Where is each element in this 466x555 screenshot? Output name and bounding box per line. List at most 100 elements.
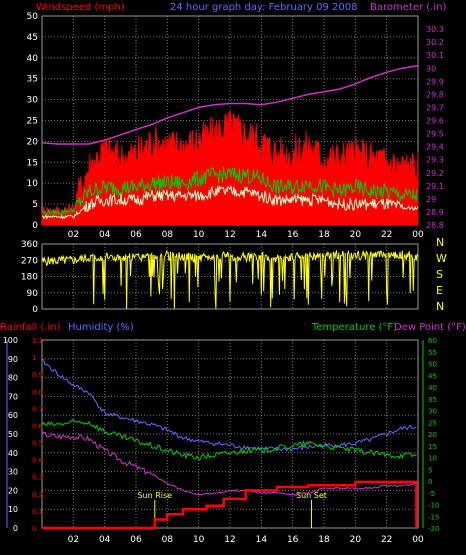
rain-tick-label: 0.4 — [32, 457, 44, 465]
x-tick-label: 10 — [193, 535, 205, 545]
x-tick-label: 22 — [381, 535, 392, 545]
y2-tick-label: 29.4 — [426, 143, 444, 152]
wind-barometer-panel: 0 5 10 15 20 25 30 35 40 45 50 28.8 28.9 29 29.1 29.2 29… — [27, 12, 444, 240]
y2-tick-label: 29.2 — [426, 169, 444, 178]
x-tick-label: 00 — [412, 535, 424, 545]
temp-tick-label: -5 — [428, 490, 435, 498]
y-tick-label: 360 — [21, 240, 38, 250]
x-tick-label: 14 — [256, 535, 268, 545]
temp-tick-label: 60 — [428, 337, 437, 345]
rainfall-label: Rainfall (.in) — [0, 322, 61, 333]
rain-tick-label: 1 — [32, 354, 36, 362]
x-tick-label: 08 — [162, 535, 174, 545]
y2-tick-label: 29.7 — [426, 103, 444, 112]
humidity-tick-label: 40 — [8, 449, 18, 458]
y-tick-label: 5 — [32, 200, 38, 210]
y-tick-label: 15 — [27, 158, 38, 168]
series-rainfall — [42, 480, 418, 530]
y-tick-label: 45 — [27, 33, 38, 43]
x-tick-label: 02 — [68, 535, 79, 545]
temp-tick-label: 40 — [428, 384, 437, 392]
rain-tick-label: 0.6 — [32, 422, 44, 430]
y-tick-label: 10 — [27, 179, 39, 189]
y-tick-label: 50 — [27, 12, 39, 22]
y-tick-label: 35 — [27, 75, 38, 85]
humidity-tick-label: 70 — [8, 392, 18, 401]
rain-humidity-temperature-panel: 010203040506070809010000.10.20.30.40.50.… — [3, 336, 440, 545]
y2-tick-label: 30 — [426, 64, 436, 73]
humidity-tick-label: 100 — [3, 336, 18, 345]
temp-tick-label: 35 — [428, 396, 437, 404]
humidity-tick-label: 20 — [8, 486, 18, 495]
date-label: 24 hour graph day: February 09 2008 — [170, 2, 358, 13]
y2-tick-label: 29 — [426, 195, 436, 204]
x-tick-label: 06 — [130, 535, 142, 545]
temp-tick-label: 45 — [428, 372, 437, 380]
temp-tick-label: 20 — [428, 431, 437, 439]
series-humidity — [41, 358, 417, 452]
series-dew-point — [41, 431, 417, 497]
humidity-tick-label: 30 — [8, 468, 18, 477]
x-tick-label: 04 — [99, 230, 111, 240]
temperature-label: Temperature (°F) — [311, 322, 397, 333]
y2-tick-label: 29.9 — [426, 77, 444, 86]
temp-tick-label: 55 — [428, 349, 437, 357]
series-barometer — [41, 64, 419, 145]
y-tick-label: 270 — [21, 256, 38, 266]
x-tick-label: 18 — [318, 230, 330, 240]
y2-tick-label: 29.6 — [426, 117, 444, 126]
x-tick-label: 22 — [381, 230, 392, 240]
x-tick-label: 18 — [318, 535, 330, 545]
humidity-tick-label: 10 — [8, 505, 18, 514]
temp-tick-label: 30 — [428, 408, 437, 416]
temp-tick-label: 10 — [428, 455, 437, 463]
temp-tick-label: -10 — [428, 502, 439, 510]
plot-frame — [41, 243, 419, 310]
rain-tick-label: 0 — [32, 525, 36, 533]
compass-label: N — [436, 300, 444, 313]
humidity-tick-label: 0 — [13, 524, 18, 533]
y-tick-label: 0 — [32, 221, 38, 231]
compass-label: W — [436, 252, 447, 265]
humidity-tick-label: 80 — [8, 374, 18, 383]
compass-label: E — [436, 284, 443, 297]
humidity-tick-label: 50 — [8, 430, 18, 439]
sunset-label: Sun Set — [296, 491, 327, 500]
temp-tick-label: 50 — [428, 361, 437, 369]
y-tick-label: 20 — [27, 137, 39, 147]
rain-tick-label: 0.9 — [32, 371, 43, 379]
y-tick-label: 40 — [27, 54, 39, 64]
x-tick-label: 16 — [287, 535, 299, 545]
humidity-tick-label: 60 — [8, 411, 18, 420]
rain-tick-label: 0.3 — [32, 474, 43, 482]
y-tick-label: 30 — [27, 96, 39, 106]
humidity-label: Humidity (%) — [68, 322, 134, 333]
x-tick-label: 12 — [224, 535, 235, 545]
x-tick-label: 20 — [350, 535, 362, 545]
temp-tick-label: 5 — [428, 466, 432, 474]
humidity-tick-label: 90 — [8, 355, 18, 364]
series-direction — [41, 249, 418, 309]
y-tick-label: 90 — [27, 289, 39, 299]
series-temperature — [41, 418, 417, 461]
temp-tick-label: 25 — [428, 419, 437, 427]
series-low — [41, 185, 419, 220]
rain-tick-label: 0.2 — [32, 491, 43, 499]
compass-label: S — [436, 268, 443, 281]
x-tick-label: 10 — [193, 230, 205, 240]
x-tick-label: 20 — [350, 230, 362, 240]
temp-tick-label: -15 — [428, 513, 439, 521]
x-tick-label: 04 — [99, 535, 111, 545]
compass-label: N — [436, 236, 444, 249]
rain-tick-label: 0.8 — [32, 388, 43, 396]
sunrise-label: Sun Rise — [137, 491, 172, 500]
y2-tick-label: 30.1 — [426, 51, 444, 60]
rain-tick-label: 0.1 — [32, 508, 43, 516]
x-tick-label: 00 — [412, 230, 424, 240]
y2-tick-label: 30.2 — [426, 38, 444, 47]
rain-tick-label: 0.5 — [32, 440, 43, 448]
y2-tick-label: 29.5 — [426, 130, 444, 139]
